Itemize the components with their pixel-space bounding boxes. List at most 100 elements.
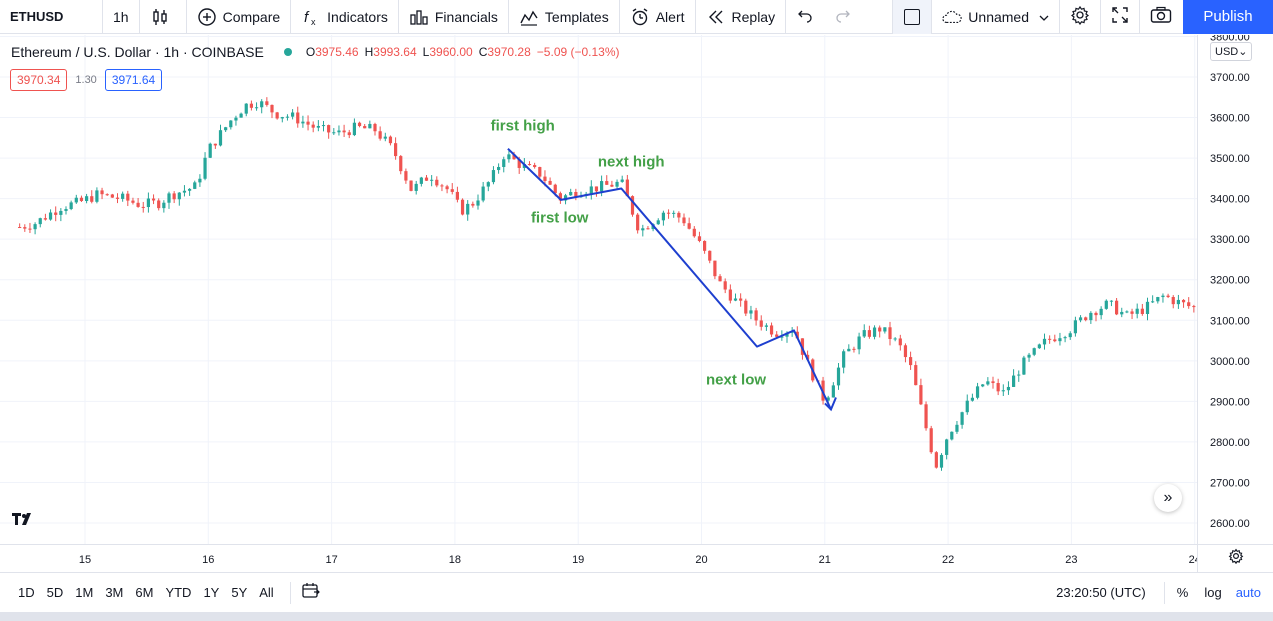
chart-type-button[interactable] — [140, 0, 186, 34]
alert-label: Alert — [655, 8, 685, 25]
settings-button[interactable] — [1060, 0, 1100, 34]
redo-button[interactable] — [824, 0, 862, 34]
single-layout-icon — [904, 8, 921, 25]
currency-select[interactable]: USD⌄ — [1210, 42, 1253, 61]
candle-body — [110, 194, 114, 198]
annotation-label[interactable]: first low — [531, 210, 589, 227]
candlestick-chart[interactable]: first high next high first low next low — [0, 35, 1197, 544]
layout-select-button[interactable] — [893, 0, 932, 34]
layout-name-button[interactable]: Unnamed — [932, 0, 1059, 34]
candle-body — [1187, 302, 1191, 307]
axis-settings-button[interactable] — [1197, 544, 1273, 572]
templates-button[interactable]: Templates — [509, 0, 619, 34]
range-button-3m[interactable]: 3M — [105, 585, 124, 600]
annotation-label[interactable]: next low — [706, 372, 766, 389]
candle-body — [533, 165, 537, 168]
time-tick-label: 19 — [572, 554, 584, 566]
candle-body — [553, 184, 557, 194]
log-scale-toggle[interactable]: log — [1204, 585, 1222, 600]
interval-button[interactable]: 1h — [113, 8, 129, 25]
candle-body — [795, 331, 799, 339]
candle-body — [806, 354, 810, 360]
symbol-title[interactable]: Ethereum / U.S. Dollar · 1h · COINBASE — [11, 44, 264, 60]
snapshot-button[interactable] — [1140, 0, 1182, 34]
plus-circle-icon — [197, 7, 217, 27]
price-axis: 2600.00 2700.00 2800.00 2900.00 3000.00 3100.… — [1210, 31, 1250, 530]
range-button-5y[interactable]: 5Y — [231, 585, 248, 600]
toolbar-divider — [138, 0, 140, 34]
candle-body — [481, 186, 485, 201]
indicators-label: Indicators — [327, 8, 388, 25]
compare-button[interactable]: Compare — [187, 0, 291, 34]
price-tick-label: 3600.00 — [1210, 113, 1250, 125]
chart-pane[interactable]: first high next high first low next low — [0, 35, 1197, 544]
candle-body — [332, 132, 336, 134]
price-scale[interactable]: 2600.00 2700.00 2800.00 2900.00 3000.00 3100.… — [1197, 31, 1273, 544]
candle-body — [1073, 320, 1078, 334]
annotation-label[interactable]: first high — [491, 118, 555, 135]
toolbar-divider — [1139, 0, 1140, 34]
candle-body — [1012, 375, 1016, 387]
annotation-label[interactable]: next high — [598, 154, 665, 171]
candle-body — [105, 194, 109, 196]
candle-body — [419, 177, 423, 184]
candle-body — [924, 404, 928, 429]
candle-body — [687, 223, 691, 229]
candle-body — [291, 112, 295, 117]
range-button-1y[interactable]: 1Y — [203, 585, 220, 600]
candle-body — [59, 210, 63, 215]
templates-icon — [519, 7, 539, 27]
candle-body — [666, 212, 671, 214]
toolbar-divider — [102, 0, 103, 34]
candle-body — [955, 424, 959, 432]
candle-body — [378, 131, 382, 139]
range-button-1m[interactable]: 1M — [75, 585, 94, 600]
utc-clock[interactable]: 23:20:50 (UTC) — [1056, 585, 1146, 600]
alert-button[interactable]: Alert — [620, 0, 695, 34]
range-button-5d[interactable]: 5D — [46, 585, 64, 600]
auto-scale-toggle[interactable]: auto — [1235, 585, 1261, 600]
candle-body — [785, 332, 789, 337]
sell-price-button[interactable]: 3970.34 — [10, 69, 68, 91]
candle-body — [1017, 374, 1021, 376]
fullscreen-button[interactable] — [1101, 0, 1139, 34]
time-scale[interactable]: 15 16 17 18 19 20 21 22 23 24 — [0, 544, 1201, 572]
percent-scale-toggle[interactable]: % — [1176, 585, 1189, 600]
candle-body — [1161, 295, 1165, 298]
candle-body — [254, 107, 259, 109]
date-range-button[interactable] — [301, 582, 321, 603]
range-button-1d[interactable]: 1D — [18, 585, 35, 600]
candle-body — [208, 143, 212, 158]
candle-body — [491, 170, 496, 183]
candle-body — [280, 117, 284, 119]
financials-button[interactable]: Financials — [399, 0, 508, 34]
range-button-ytd[interactable]: YTD — [165, 585, 192, 600]
candle-body — [394, 143, 398, 157]
toolbar-divider — [785, 0, 787, 34]
candle-body — [692, 228, 696, 237]
tradingview-logo[interactable] — [12, 512, 36, 530]
publish-button[interactable]: Publish — [1183, 0, 1273, 34]
candle-body — [471, 203, 475, 206]
gear-icon — [1070, 5, 1090, 28]
range-button-all[interactable]: All — [259, 585, 274, 600]
candle-body — [872, 327, 877, 337]
candle-body — [352, 122, 357, 136]
scroll-to-realtime-button[interactable]: » — [1154, 484, 1182, 512]
replay-button[interactable]: Replay — [696, 0, 786, 34]
candle-body — [486, 182, 490, 187]
zigzag-trendline[interactable] — [507, 148, 832, 410]
candle-body — [388, 136, 393, 144]
candle-body — [409, 180, 413, 191]
candle-body — [435, 179, 439, 186]
candle-body — [1037, 344, 1041, 349]
time-tick-label: 22 — [942, 554, 954, 566]
buy-price-button[interactable]: 3971.64 — [104, 69, 163, 91]
candle-body — [440, 185, 444, 187]
range-button-6m[interactable]: 6M — [135, 585, 154, 600]
undo-button[interactable] — [786, 0, 824, 34]
candle-body — [620, 179, 624, 182]
symbol-search-button[interactable]: ETHUSD — [10, 9, 64, 24]
